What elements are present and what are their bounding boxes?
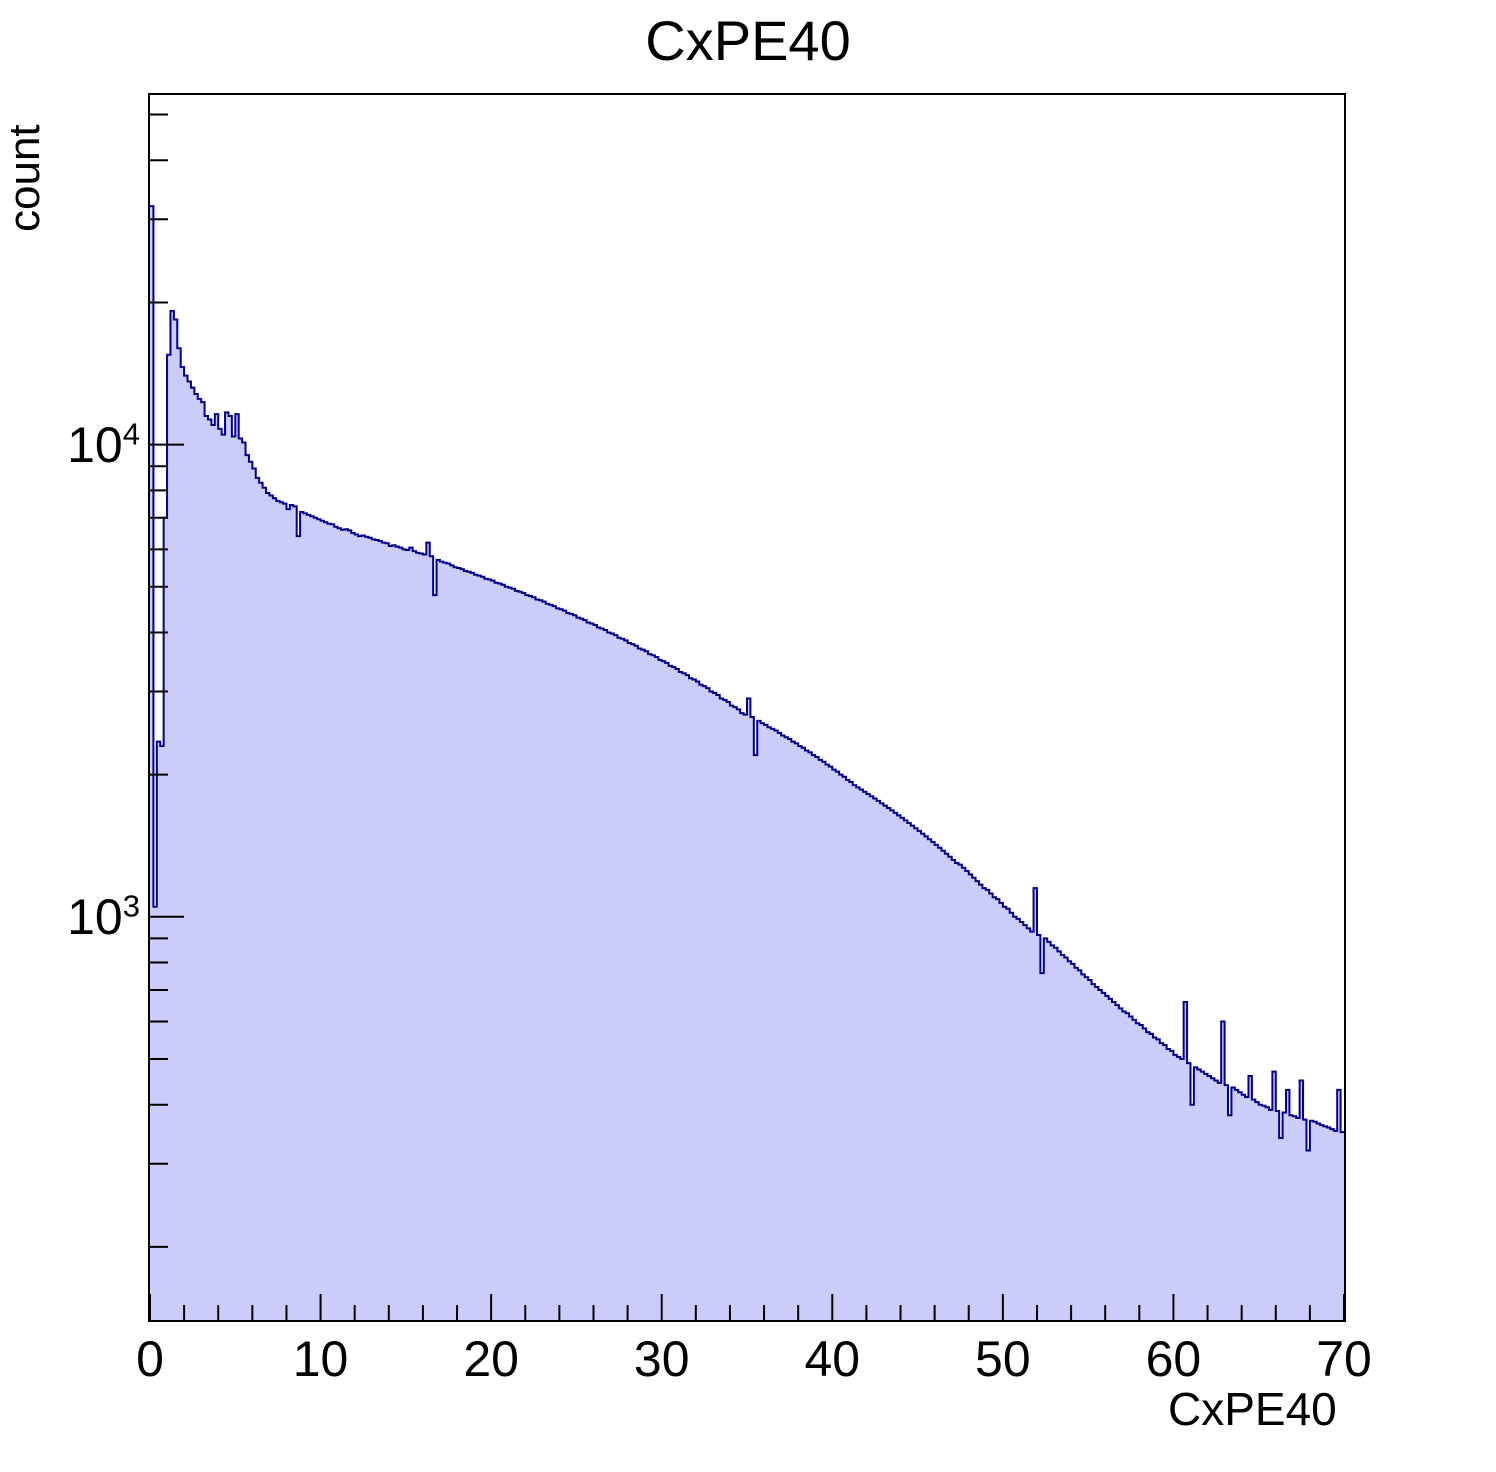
x-tick-label: 30 <box>633 1331 690 1387</box>
x-tick-label: 50 <box>975 1331 1031 1387</box>
x-tick-label: 0 <box>136 1331 164 1387</box>
plot-frame <box>148 93 1346 1322</box>
histogram-outline <box>150 205 1344 1152</box>
x-tick-label: 20 <box>463 1331 519 1387</box>
y-tick-label: 103 <box>67 888 140 945</box>
x-tick-label: 70 <box>1316 1331 1372 1387</box>
x-axis-title: CxPE40 <box>1168 1383 1337 1435</box>
x-tick-label: 40 <box>804 1331 861 1387</box>
histogram-svg <box>150 113 1344 1320</box>
x-tick-label: 10 <box>292 1331 349 1387</box>
histogram-fill-area <box>150 206 1344 1320</box>
histogram-series <box>150 205 1344 1320</box>
y-tick-label: 104 <box>67 415 140 473</box>
y-axis-title: count <box>0 124 49 232</box>
x-tick-label: 60 <box>1145 1331 1202 1387</box>
axis-ticks-group <box>150 113 1344 1320</box>
page-title: CxPE40 <box>645 9 851 72</box>
